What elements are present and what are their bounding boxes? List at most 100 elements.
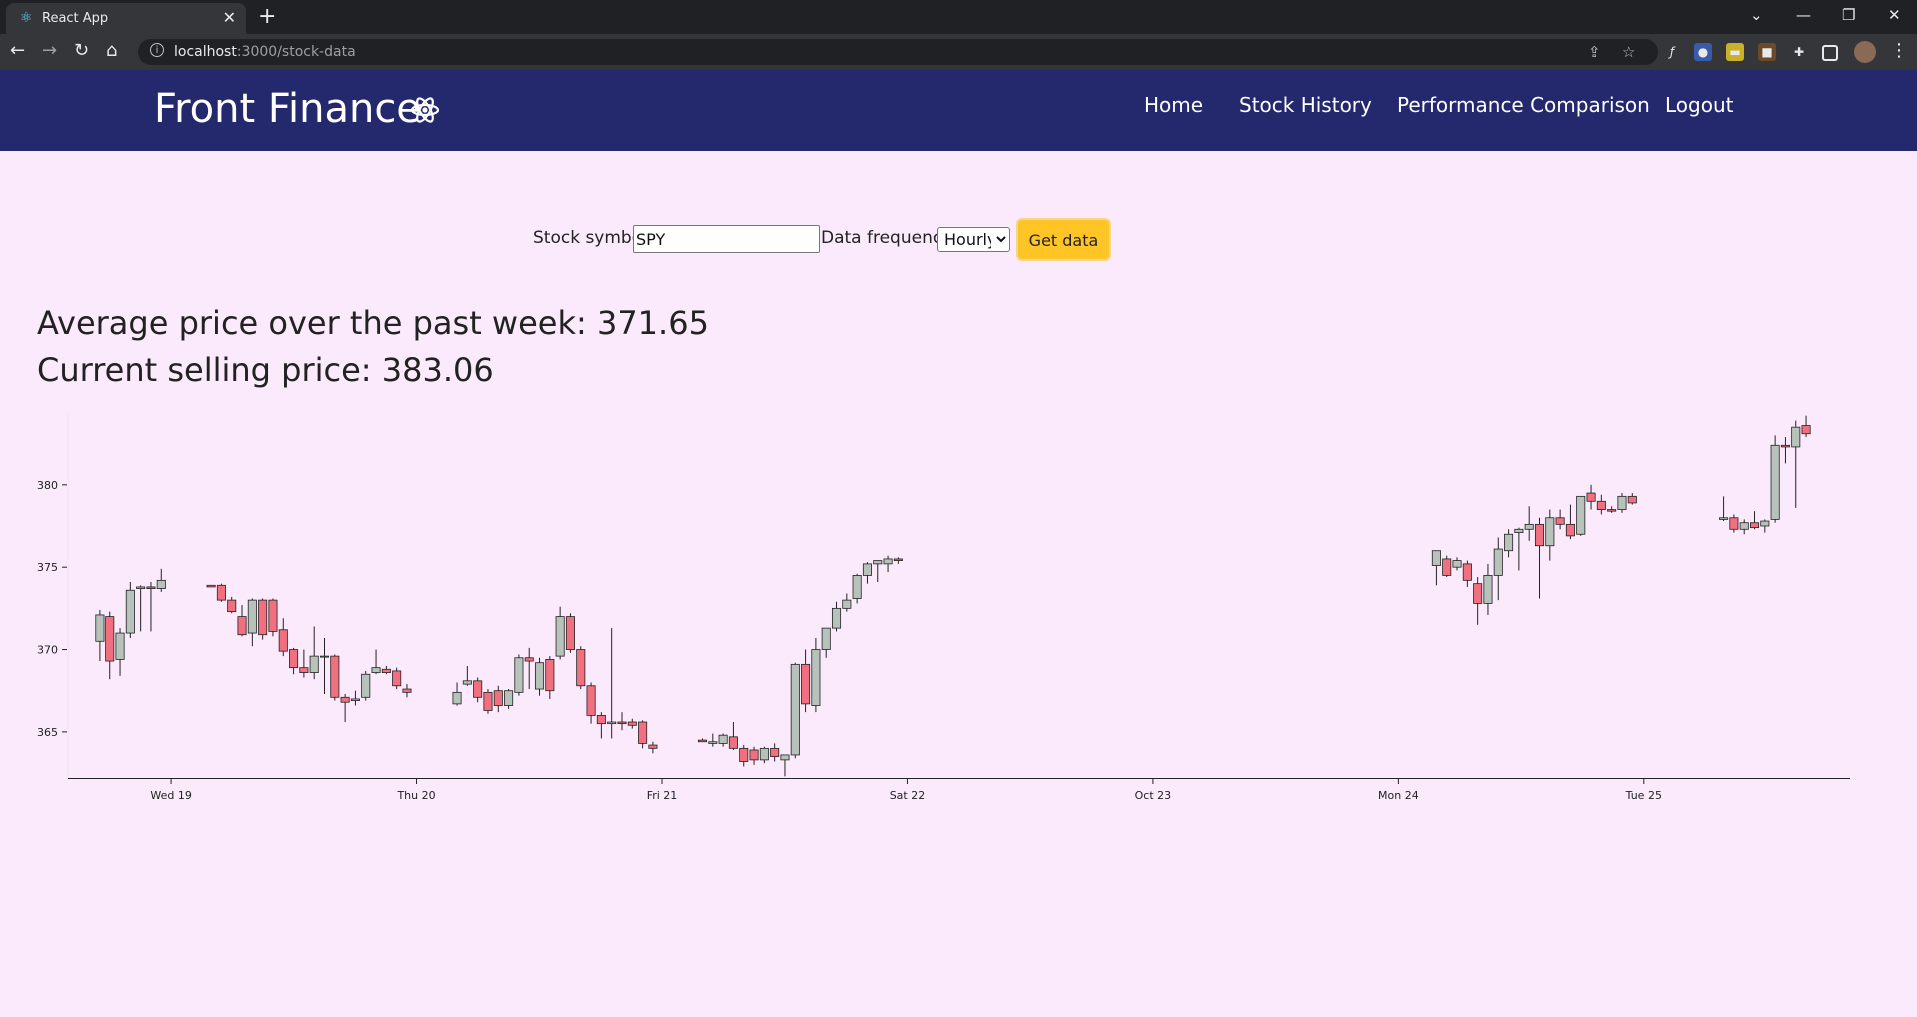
home-icon[interactable]: ⌂: [106, 40, 118, 61]
back-icon[interactable]: ←: [10, 40, 26, 61]
candle-body: [1483, 575, 1493, 604]
extensions-puzzle-icon[interactable]: ✚: [1793, 45, 1805, 59]
candle-body: [852, 575, 862, 599]
browser-menu-icon[interactable]: ⋮: [1890, 40, 1908, 61]
react-atom-icon: [410, 97, 440, 123]
side-panel-icon[interactable]: [1822, 45, 1838, 61]
bookmark-star-icon[interactable]: ☆: [1622, 43, 1636, 61]
avatar-extension-icon[interactable]: ■: [1758, 43, 1776, 61]
forward-icon[interactable]: →: [42, 40, 58, 61]
y-tick-label: 370: [37, 644, 58, 657]
candle-body: [330, 655, 340, 698]
candle-body: [136, 586, 146, 589]
candle-body: [258, 599, 268, 636]
nav-performance-comparison[interactable]: Performance Comparison: [1397, 93, 1650, 117]
x-tick-label: Fri 21: [647, 789, 678, 802]
candle-body: [617, 721, 627, 725]
candle-body: [1801, 425, 1811, 435]
candle-body: [893, 558, 903, 561]
candle-body: [883, 558, 893, 565]
candle-body: [1452, 560, 1462, 568]
candle-body: [206, 584, 216, 588]
site-info-icon[interactable]: i: [150, 43, 164, 57]
candle-body: [350, 698, 360, 701]
reload-icon[interactable]: ↻: [74, 40, 90, 61]
candle-body: [514, 657, 524, 693]
candle-body: [504, 690, 514, 706]
profile-avatar[interactable]: [1854, 41, 1876, 63]
candle-body: [371, 667, 381, 673]
candle-body: [545, 659, 555, 692]
candle-body: [493, 690, 503, 706]
note-extension-icon[interactable]: ▬: [1726, 43, 1744, 61]
candle-body: [278, 629, 288, 652]
formula-extension-icon[interactable]: ƒ: [1669, 45, 1675, 59]
url-text: localhost:3000/stock-data: [174, 43, 356, 61]
candle-body: [821, 627, 831, 650]
nav-stock-history[interactable]: Stock History: [1239, 93, 1372, 117]
candle-body: [576, 649, 586, 687]
browser-tab-bar: ⚛ React App ✕ + ⌄ — ❐ ✕: [0, 0, 1917, 34]
candle-body: [638, 721, 648, 744]
candle-body: [565, 616, 575, 650]
candle-body: [1462, 563, 1472, 581]
share-icon[interactable]: ⇪: [1588, 43, 1601, 61]
candle-body: [1565, 523, 1575, 537]
candle-body: [268, 599, 278, 632]
candle-body: [1442, 558, 1452, 576]
candle-body: [718, 734, 728, 744]
candle-body: [1627, 495, 1637, 504]
candle-body: [227, 599, 237, 613]
candle-body: [708, 741, 718, 744]
y-tick-label: 380: [37, 479, 58, 492]
candle-body: [247, 599, 257, 634]
candle-body: [1545, 517, 1555, 547]
candle-body: [1586, 492, 1596, 502]
minimize-icon[interactable]: —: [1796, 6, 1811, 24]
candle-body: [1729, 517, 1739, 530]
url-host: localhost: [174, 44, 237, 60]
candle-body: [1431, 550, 1441, 566]
candle-body: [524, 657, 534, 662]
candle-body: [1534, 523, 1545, 547]
x-tick-label: Oct 23: [1135, 789, 1172, 802]
average-price-line: Average price over the past week: 371.65: [37, 303, 709, 343]
get-data-button[interactable]: Get data: [1016, 218, 1111, 261]
app-navbar: Front Finance Home Stock History Perform…: [0, 70, 1917, 151]
close-tab-icon[interactable]: ✕: [222, 8, 236, 27]
candle-body: [759, 747, 769, 761]
address-bar: ← → ↻ ⌂ i localhost:3000/stock-data ⇪ ☆ …: [0, 34, 1917, 70]
stock-symbol-input[interactable]: [633, 225, 820, 253]
candle-body: [146, 586, 156, 589]
tab-search-icon[interactable]: ⌄: [1750, 6, 1763, 24]
data-frequency-select[interactable]: Hourly: [937, 227, 1010, 252]
candle-body: [1791, 426, 1801, 448]
url-field[interactable]: i localhost:3000/stock-data ⇪ ☆: [138, 39, 1658, 65]
candle-body: [534, 662, 545, 690]
extension-icon[interactable]: ●: [1694, 43, 1712, 61]
current-price-line: Current selling price: 383.06: [37, 350, 494, 390]
candle-body: [299, 667, 309, 673]
candle-body: [1473, 583, 1483, 604]
candle-body: [1596, 500, 1606, 510]
candle-body: [115, 632, 125, 660]
candle-body: [596, 715, 606, 725]
y-tick-label: 365: [37, 726, 58, 739]
brand-title[interactable]: Front Finance: [154, 86, 421, 132]
current-price-label: Current selling price:: [37, 351, 372, 389]
candle-body: [156, 579, 166, 589]
candle-body: [739, 747, 749, 762]
x-tick-label: Wed 19: [150, 789, 191, 802]
candle-body: [811, 649, 821, 706]
average-price-value: 371.65: [596, 304, 709, 342]
candle-body: [1524, 523, 1534, 530]
restore-icon[interactable]: ❐: [1842, 6, 1856, 24]
new-tab-icon[interactable]: +: [258, 4, 277, 29]
y-tick-label: 375: [37, 561, 58, 574]
window-close-icon[interactable]: ✕: [1888, 6, 1901, 24]
candle-body: [309, 655, 319, 673]
nav-home[interactable]: Home: [1144, 93, 1204, 117]
nav-logout[interactable]: Logout: [1665, 93, 1734, 117]
browser-tab[interactable]: ⚛ React App ✕: [6, 3, 246, 34]
candle-body: [1504, 533, 1514, 552]
